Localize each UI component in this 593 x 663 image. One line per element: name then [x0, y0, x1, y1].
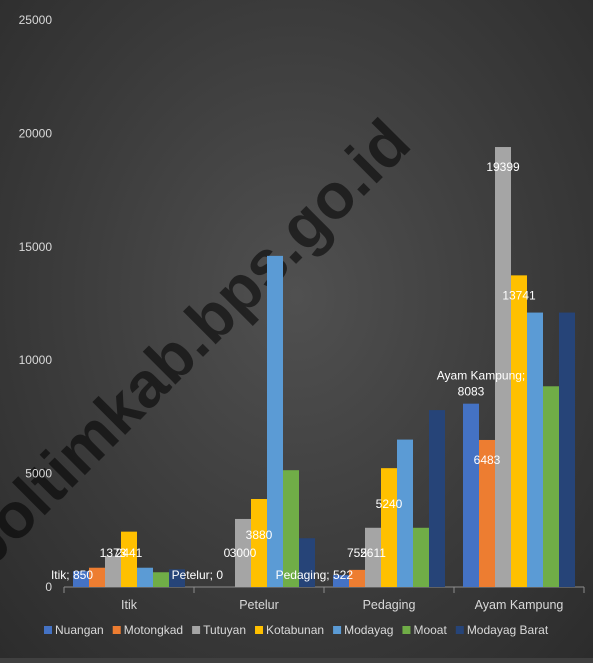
legend-swatch	[113, 626, 121, 634]
bar-mooat	[543, 386, 559, 587]
legend: Nuangan Motongkad Tutuyan Kotabunan Modayag M…	[44, 623, 549, 637]
bar-tutuyan	[495, 147, 511, 587]
legend-label: Mooat	[413, 623, 447, 637]
bar-modayag-barat	[559, 313, 575, 587]
watermark-text: boltimkab.bps.go.id	[0, 105, 424, 583]
bar-nuangan	[463, 404, 479, 587]
y-tick-label: 25000	[19, 13, 53, 27]
legend-swatch	[456, 626, 464, 634]
data-label: Petelur; 0	[172, 568, 224, 582]
legend-label: Kotabunan	[266, 623, 324, 637]
legend-label: Modayag Barat	[467, 623, 549, 637]
bar-kotabunan	[511, 275, 527, 587]
bar-modayag-barat	[429, 410, 445, 587]
y-tick-label: 15000	[19, 240, 53, 254]
legend-label: Modayag	[344, 623, 393, 637]
x-category-label: Itik	[121, 598, 138, 612]
data-label: 3880	[246, 528, 273, 542]
y-tick-label: 0	[45, 580, 52, 594]
legend-label: Motongkad	[124, 623, 183, 637]
legend-label: Tutuyan	[203, 623, 246, 637]
data-label: 3000	[230, 546, 257, 560]
legend-swatch	[255, 626, 263, 634]
bar-tutuyan	[105, 556, 121, 587]
data-label: 2611	[360, 546, 386, 560]
data-label: 6483	[474, 453, 501, 467]
bar-modayag	[527, 313, 543, 587]
y-tick-label: 5000	[25, 467, 52, 481]
bar-kotabunan	[381, 468, 397, 587]
y-tick-label: 20000	[19, 126, 53, 140]
x-category-label: Pedaging	[363, 598, 416, 612]
x-category-label: Petelur	[239, 598, 279, 612]
data-label: 13741	[502, 288, 536, 302]
legend-label: Nuangan	[55, 623, 104, 637]
bar-modayag	[137, 568, 153, 587]
legend-swatch	[402, 626, 410, 634]
bar-kotabunan	[251, 499, 267, 587]
data-label: 2441	[116, 546, 143, 560]
bar-mooat	[413, 528, 429, 587]
watermark: boltimkab.bps.go.id	[0, 105, 424, 583]
bar-mooat	[153, 572, 169, 587]
data-label: Pedaging; 522	[276, 568, 354, 582]
legend-swatch	[44, 626, 52, 634]
legend-swatch	[192, 626, 200, 634]
y-tick-label: 10000	[19, 353, 53, 367]
data-label: 19399	[486, 160, 520, 174]
legend-swatch	[333, 626, 341, 634]
data-label: 5240	[376, 497, 403, 511]
data-label: 8083	[458, 385, 485, 399]
x-category-label: Ayam Kampung	[475, 598, 564, 612]
data-label: Itik; 850	[51, 568, 93, 582]
bar-modayag	[397, 440, 413, 587]
data-label: Ayam Kampung;	[437, 369, 526, 383]
